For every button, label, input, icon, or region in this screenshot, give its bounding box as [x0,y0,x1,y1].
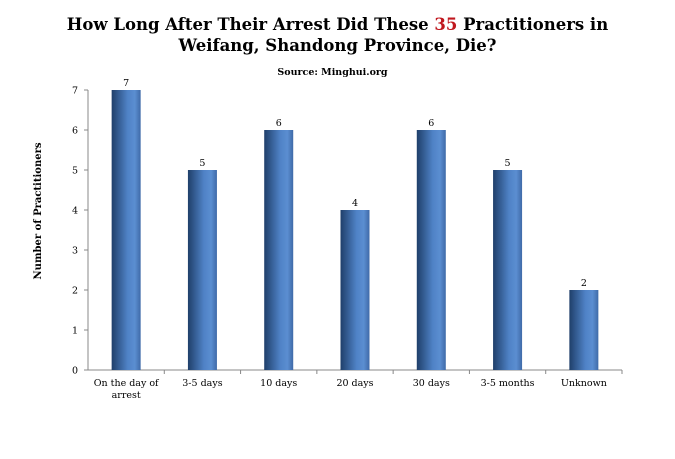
x-tick-label: Unknown [561,378,607,389]
data-label: 5 [199,158,205,169]
y-tick-label: 5 [72,166,78,177]
bar [264,130,294,370]
x-tick-label: 3-5 months [481,378,535,389]
bar [569,290,599,370]
y-tick-label: 7 [72,86,78,97]
data-label: 2 [581,278,587,289]
y-tick-label: 6 [72,126,78,137]
x-tick-label: On the day of arrest [94,378,160,401]
labels: 7 On the day of arrest 5 3-5 days 6 10 days 4 20… [94,78,607,401]
chart-title: How Long After Their Arrest Did These 35… [0,14,675,56]
y-tick-label: 1 [72,326,78,337]
y-tick-label: 2 [72,286,78,297]
bar [340,210,370,370]
y-tick-label: 0 [72,366,78,377]
y-axis-label: Number of Practitioners [33,142,44,279]
x-tick-label: 30 days [413,378,450,389]
chart-subtitle: Source: Minghui.org [277,67,388,78]
x-tick-label: 20 days [336,378,373,389]
bar [111,90,141,370]
data-label: 5 [505,158,511,169]
data-label: 7 [123,78,129,89]
y-tick-label: 3 [72,246,78,257]
data-label: 4 [352,198,358,209]
bar [416,130,446,370]
title-part2: Practitioners in [457,15,609,34]
data-label: 6 [276,118,282,129]
data-label: 6 [428,118,434,129]
bar [493,170,523,370]
x-tick-label: 10 days [260,378,297,389]
y-tick-label: 4 [72,206,78,217]
bars [111,90,599,370]
title-line2: Weifang, Shandong Province, Die? [178,36,497,55]
bar [187,170,217,370]
title-highlight-number: 35 [434,15,458,34]
title-part1: How Long After Their Arrest Did These [66,15,435,34]
x-tick-label: 3-5 days [182,378,222,389]
